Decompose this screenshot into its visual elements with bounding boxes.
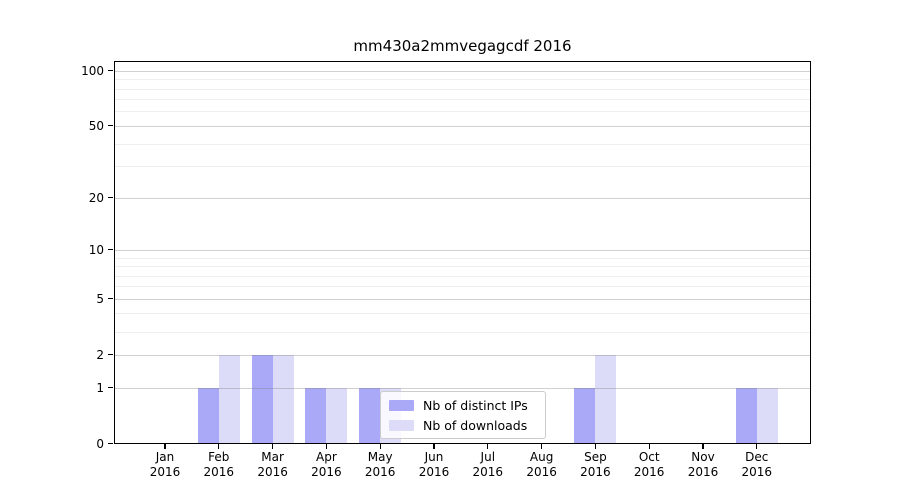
- bar-distinct-ips-may: [359, 387, 381, 444]
- legend-entry-downloads: Nb of downloads: [389, 417, 537, 434]
- gridline-minor: [114, 331, 811, 333]
- bar-downloads-mar: [272, 354, 294, 444]
- x-tick: [541, 444, 543, 449]
- x-tick-label: May 2016: [364, 450, 396, 479]
- bar-distinct-ips-feb: [197, 387, 219, 444]
- x-tick-label: Oct 2016: [633, 450, 665, 479]
- bar-distinct-ips-sep: [574, 387, 596, 444]
- y-tick: [108, 125, 113, 127]
- gridline-major: [114, 197, 811, 199]
- y-tick-label: 100: [81, 63, 104, 78]
- y-tick: [108, 354, 113, 356]
- x-tick-label: Jul 2016: [472, 450, 504, 479]
- bar-distinct-ips-dec: [735, 387, 757, 444]
- gridline-major: [114, 70, 811, 72]
- bar-downloads-apr: [326, 387, 348, 444]
- x-tick: [648, 444, 650, 449]
- x-tick: [487, 444, 489, 449]
- y-tick-label: 20: [88, 190, 104, 205]
- x-tick: [594, 444, 596, 449]
- x-tick-label: Aug 2016: [526, 450, 557, 479]
- legend: Nb of distinct IPs Nb of downloads: [380, 391, 546, 439]
- x-tick: [164, 444, 166, 449]
- y-tick-label: 10: [88, 242, 104, 257]
- legend-swatch-downloads: [389, 419, 414, 431]
- gridline-minor: [114, 79, 811, 81]
- legend-swatch-distinct-ips: [389, 399, 414, 411]
- gridline-minor: [114, 257, 811, 259]
- legend-entry-distinct-ips: Nb of distinct IPs: [389, 397, 537, 414]
- chart-title: mm430a2mmvegagcdf 2016: [353, 37, 572, 55]
- x-tick-label: Jan 2016: [149, 450, 181, 479]
- bar-downloads-dec: [756, 387, 778, 444]
- bar-distinct-ips-mar: [251, 354, 273, 444]
- x-tick: [218, 444, 220, 449]
- gridline-minor: [114, 143, 811, 145]
- gridline-major: [114, 249, 811, 251]
- legend-label-downloads: Nb of downloads: [423, 417, 528, 433]
- x-tick-label: Feb 2016: [203, 450, 235, 479]
- bar-distinct-ips-apr: [305, 387, 327, 444]
- gridline-minor: [114, 286, 811, 288]
- gridline-major: [114, 125, 811, 127]
- y-tick: [108, 249, 113, 251]
- y-tick-label: 2: [96, 347, 104, 362]
- legend-label-distinct-ips: Nb of distinct IPs: [423, 397, 528, 413]
- y-tick: [108, 70, 113, 72]
- bar-downloads-sep: [595, 354, 617, 444]
- y-tick-label: 0: [96, 436, 104, 451]
- x-tick: [702, 444, 704, 449]
- gridline-minor: [114, 88, 811, 90]
- y-tick: [108, 386, 113, 389]
- y-tick-label: 1: [96, 380, 104, 395]
- gridline-minor: [114, 275, 811, 277]
- x-tick-label: Dec 2016: [741, 450, 773, 479]
- gridline-minor: [114, 111, 811, 113]
- x-tick: [379, 444, 381, 449]
- gridline-major: [114, 354, 811, 356]
- x-tick-label: Sep 2016: [580, 450, 611, 479]
- bar-downloads-feb: [218, 354, 240, 444]
- y-tick-label: 50: [88, 118, 104, 133]
- y-tick: [108, 442, 113, 445]
- y-tick: [108, 196, 113, 199]
- x-tick: [325, 444, 327, 449]
- y-tick: [108, 298, 113, 300]
- x-tick: [272, 444, 274, 449]
- gridline-minor: [114, 99, 811, 101]
- x-tick-label: Mar 2016: [257, 450, 288, 479]
- gridline-minor: [114, 166, 811, 168]
- x-tick: [756, 444, 758, 449]
- gridline-major: [114, 387, 811, 389]
- x-tick-label: Nov 2016: [687, 450, 719, 479]
- x-tick: [433, 444, 435, 449]
- gridline-minor: [114, 313, 811, 315]
- gridline-minor: [114, 266, 811, 267]
- gridline-major: [114, 298, 811, 300]
- x-tick-label: Jun 2016: [418, 450, 450, 479]
- y-tick-label: 5: [96, 291, 104, 306]
- x-tick-label: Apr 2016: [311, 450, 342, 479]
